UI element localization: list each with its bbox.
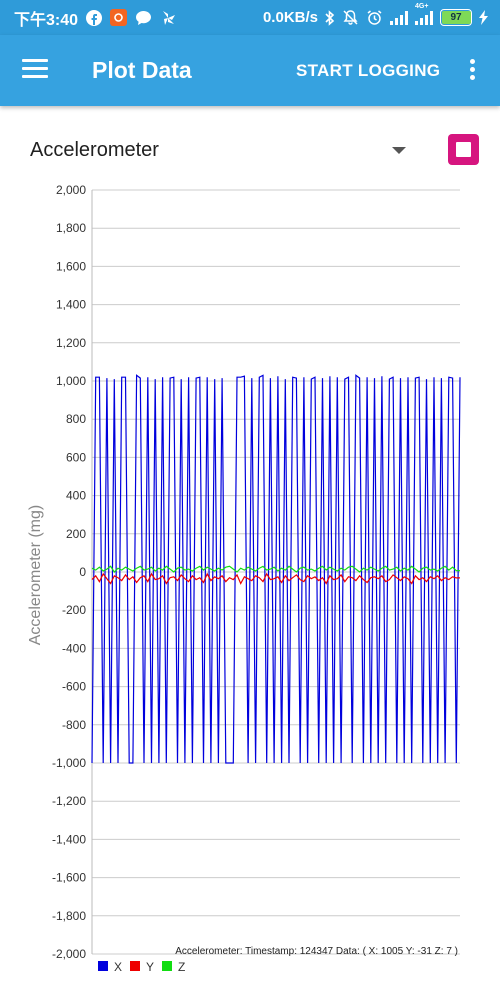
bluetooth-icon bbox=[325, 9, 335, 26]
legend-label-z: Z bbox=[178, 960, 185, 974]
battery-fill bbox=[442, 11, 472, 24]
y-tick-label: 800 bbox=[66, 412, 86, 426]
legend-swatch-z bbox=[162, 961, 172, 971]
y-tick-labels: 2,000 1,800 1,600 1,400 1,200 1,000 800 600 400 2… bbox=[52, 183, 86, 961]
y-tick-label: -1,000 bbox=[52, 756, 86, 770]
y-tick-label: -1,400 bbox=[52, 832, 86, 846]
status-time: 下午3:40 bbox=[14, 11, 79, 29]
mute-icon bbox=[342, 9, 359, 26]
chevron-down-icon bbox=[392, 147, 406, 154]
chart-series bbox=[91, 374, 461, 764]
signal-icon bbox=[390, 10, 408, 25]
y-tick-label: 600 bbox=[66, 450, 86, 464]
y-tick-label: 400 bbox=[66, 489, 86, 503]
charging-icon bbox=[479, 10, 488, 25]
signal-4g-label: 4G+ bbox=[415, 2, 429, 10]
y-tick-label: -1,600 bbox=[52, 871, 86, 885]
app-bar: Plot Data START LOGGING bbox=[0, 35, 500, 106]
legend-swatch-y bbox=[130, 961, 140, 971]
sensor-selected-label: Accelerometer bbox=[30, 139, 159, 161]
alarm-icon bbox=[366, 9, 383, 26]
stop-icon bbox=[456, 142, 471, 157]
battery-level: 97 bbox=[450, 12, 462, 23]
y-tick-label: 2,000 bbox=[56, 183, 86, 197]
y-tick-label: -600 bbox=[62, 680, 86, 694]
legend-label-x: X bbox=[114, 960, 122, 974]
app-notification-icon bbox=[110, 9, 128, 26]
signal-4g-icon: 4G+ bbox=[415, 3, 433, 25]
y-tick-label: -200 bbox=[62, 603, 86, 617]
y-tick-label: -1,200 bbox=[52, 794, 86, 808]
legend-label-y: Y bbox=[146, 960, 154, 974]
status-left: 下午3:40 bbox=[14, 0, 176, 35]
y-tick-label: 0 bbox=[79, 565, 86, 579]
chat-icon bbox=[135, 10, 152, 26]
pinwheel-icon bbox=[160, 10, 176, 26]
y-tick-label: 1,600 bbox=[56, 259, 86, 273]
series-line-z bbox=[91, 565, 460, 573]
page-title: Plot Data bbox=[92, 57, 192, 83]
legend-swatch-x bbox=[98, 961, 108, 971]
y-tick-label: 200 bbox=[66, 527, 86, 541]
y-tick-label: -1,800 bbox=[52, 909, 86, 923]
y-axis-label: Accelerometer (mg) bbox=[27, 505, 44, 645]
status-bar: 下午3:40 0.0KB/s 4G+ bbox=[0, 0, 500, 35]
facebook-icon bbox=[86, 9, 103, 26]
y-tick-label: -800 bbox=[62, 718, 86, 732]
y-tick-label: 1,000 bbox=[56, 374, 86, 388]
battery-icon: 97 bbox=[440, 9, 472, 26]
data-readout: Accelerometer: Timestamp: 124347 Data: (… bbox=[175, 946, 458, 957]
series-line-y bbox=[91, 572, 460, 585]
accelerometer-chart: 2,000 1,800 1,600 1,400 1,200 1,000 800 600 400 2… bbox=[27, 183, 461, 974]
stop-button[interactable] bbox=[448, 134, 479, 165]
y-tick-label: -400 bbox=[62, 641, 86, 655]
status-right: 0.0KB/s 4G+ 97 bbox=[263, 0, 488, 35]
y-tick-label: 1,400 bbox=[56, 298, 86, 312]
sensor-dropdown[interactable]: Accelerometer bbox=[30, 136, 410, 166]
y-tick-label: -2,000 bbox=[52, 947, 86, 961]
menu-icon[interactable] bbox=[22, 59, 48, 81]
chart-legend: X Y Z bbox=[98, 960, 185, 974]
network-speed: 0.0KB/s bbox=[262, 9, 318, 26]
more-options-icon[interactable] bbox=[462, 59, 482, 83]
start-logging-button[interactable]: START LOGGING bbox=[296, 61, 441, 80]
y-tick-label: 1,200 bbox=[56, 336, 86, 350]
y-tick-label: 1,800 bbox=[56, 221, 86, 235]
